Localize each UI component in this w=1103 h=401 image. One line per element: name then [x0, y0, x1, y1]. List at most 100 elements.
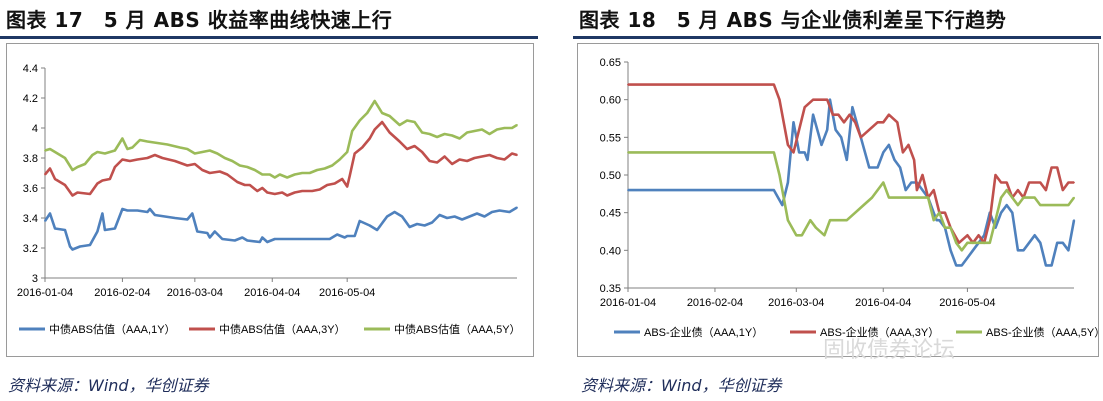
data-point — [318, 238, 321, 240]
data-point — [787, 144, 789, 146]
data-point — [146, 140, 149, 143]
data-point — [336, 233, 339, 236]
data-point — [331, 164, 334, 167]
data-point — [483, 215, 486, 218]
data-point — [888, 196, 890, 199]
data-point — [298, 238, 301, 240]
data-point — [49, 167, 51, 170]
data-point — [488, 154, 491, 156]
data-point — [627, 83, 629, 86]
x-tick-label: 2016-03-04 — [167, 287, 223, 299]
data-point — [843, 121, 845, 124]
data-point — [927, 196, 929, 199]
data-point — [386, 215, 388, 218]
data-point — [64, 184, 66, 186]
y-tick-label: 4.2 — [23, 93, 38, 105]
data-point — [101, 212, 104, 215]
data-point — [311, 238, 314, 240]
x-tick-label: 2016-05-04 — [319, 287, 375, 299]
data-point — [76, 191, 79, 194]
data-point — [829, 219, 831, 222]
data-point — [932, 219, 935, 222]
watermark-text: 固收债券论坛 — [823, 338, 956, 363]
data-point — [261, 236, 264, 239]
data-point — [54, 178, 56, 180]
data-point — [413, 145, 416, 147]
data-point — [346, 151, 349, 153]
data-point — [64, 157, 66, 159]
data-point — [136, 158, 139, 161]
data-point — [71, 194, 74, 197]
data-point — [848, 113, 851, 116]
data-point — [913, 159, 915, 161]
data-point — [44, 173, 46, 176]
data-point — [301, 190, 304, 192]
data-point — [201, 169, 204, 171]
data-point — [1011, 196, 1014, 199]
data-point — [248, 184, 251, 186]
figure-18-chart-frame: 0.35 0.40 0.45 0.50 0.55 0.60 0.65 2016-01-04 20… — [577, 43, 1103, 357]
y-tick-label: 0.35 — [600, 283, 621, 295]
data-point — [1056, 241, 1059, 244]
y-tick-label: 3 — [32, 273, 38, 285]
series-line-0 — [628, 98, 1076, 267]
data-point — [406, 148, 408, 150]
series-line-2 — [628, 151, 1076, 252]
data-point — [503, 127, 506, 129]
data-point — [907, 144, 910, 146]
data-point — [983, 241, 986, 244]
data-point — [1000, 181, 1002, 184]
data-point — [44, 149, 46, 152]
data-point — [944, 226, 946, 229]
y-tick-label: 0.55 — [600, 132, 621, 144]
data-point — [401, 215, 403, 218]
data-point — [491, 211, 493, 213]
data-point — [787, 219, 789, 222]
data-point — [773, 83, 775, 86]
data-point — [994, 219, 997, 222]
data-point — [458, 137, 461, 140]
data-point — [812, 113, 814, 116]
y-tick-label: 0.45 — [600, 208, 621, 220]
data-point — [955, 264, 958, 267]
data-point — [353, 235, 356, 237]
data-point — [368, 224, 371, 227]
data-point — [511, 152, 513, 155]
data-point — [882, 121, 885, 124]
data-point — [859, 136, 862, 139]
data-point — [1045, 264, 1047, 267]
data-point — [801, 234, 803, 237]
data-point — [481, 128, 483, 131]
y-tick-label: 0.40 — [600, 245, 621, 257]
figure-17-title: 图表 17 5 月 ABS 收益率曲线快速上行 — [6, 8, 393, 32]
data-point — [977, 234, 980, 237]
data-point — [208, 172, 211, 174]
data-point — [988, 219, 991, 222]
data-point — [423, 224, 426, 227]
data-point — [888, 144, 890, 146]
data-point — [516, 154, 518, 156]
data-point — [258, 241, 261, 243]
data-point — [921, 189, 924, 192]
data-point — [868, 166, 871, 169]
data-point — [826, 128, 829, 131]
legend-label-1: ABS-企业债（AAA,3Y） — [820, 325, 939, 339]
data-point — [516, 206, 518, 209]
data-point — [186, 218, 189, 221]
data-point — [966, 234, 969, 237]
data-point — [1033, 196, 1036, 199]
data-point — [89, 244, 91, 246]
data-point — [1022, 196, 1025, 199]
data-point — [114, 227, 116, 230]
data-point — [451, 163, 453, 165]
data-point — [286, 194, 289, 197]
legend-label-2: 中债ABS估值（AAA,5Y） — [394, 322, 521, 336]
data-point — [938, 211, 941, 214]
data-point — [408, 226, 411, 228]
data-point — [988, 241, 991, 244]
data-point — [121, 137, 124, 140]
x-tick-label: 2016-04-04 — [855, 297, 911, 309]
data-point — [1000, 196, 1002, 199]
data-point — [466, 160, 468, 162]
data-point — [236, 181, 239, 183]
